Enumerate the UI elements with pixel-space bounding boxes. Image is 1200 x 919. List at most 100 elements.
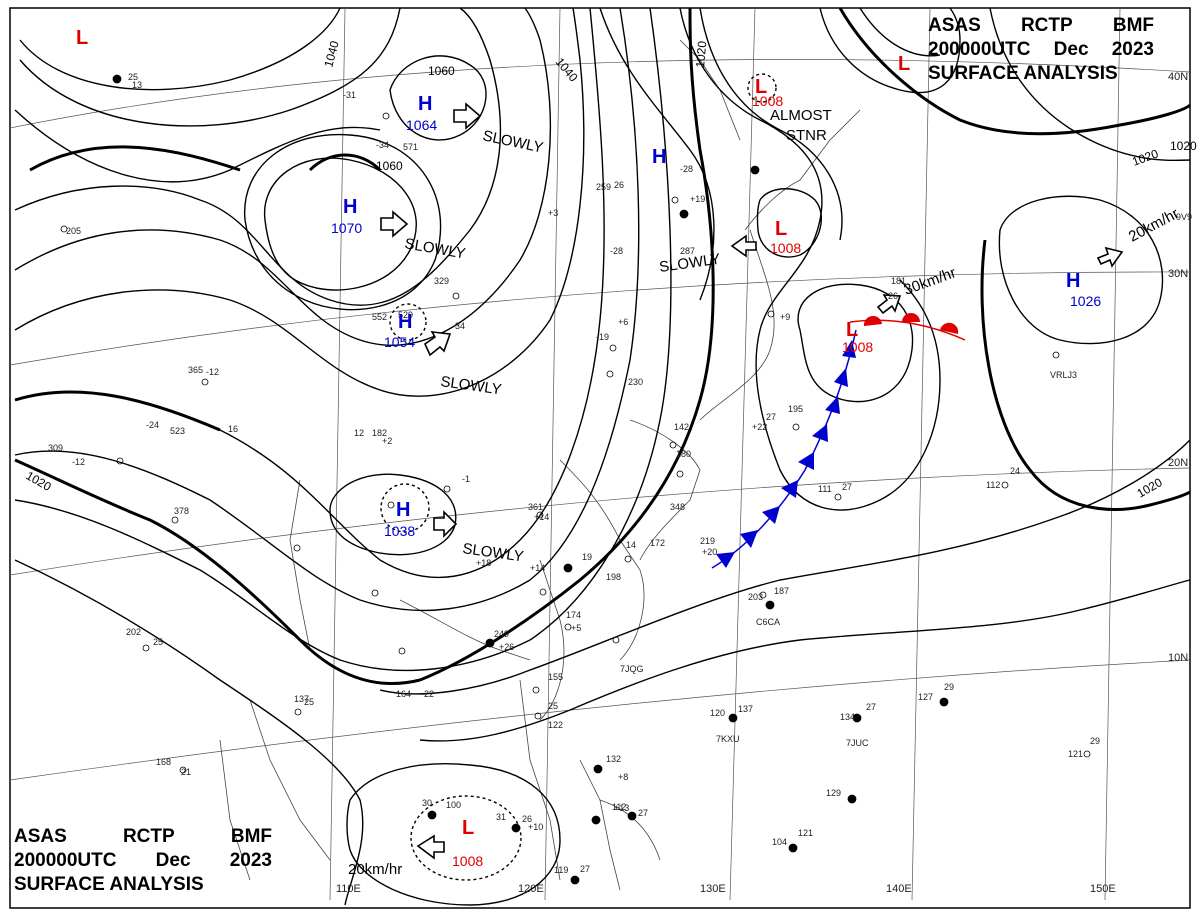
- station-observation-value: 22: [424, 689, 434, 699]
- motion-label: 20km/hr: [348, 861, 402, 878]
- station-observation-value: 120: [710, 708, 725, 718]
- header-agency-line: ASAS RCTP BMF: [928, 14, 1154, 38]
- header-office: BMF: [230, 826, 272, 847]
- station-observation-value: 121: [798, 828, 813, 838]
- longitude-label: 110E: [336, 883, 361, 895]
- station-observation-value: 155: [548, 672, 563, 682]
- station-observation-value: 187: [774, 586, 789, 596]
- low-symbol: L: [76, 27, 88, 49]
- station-observation-value: 181: [891, 276, 906, 286]
- station-observation-value: 127: [918, 692, 933, 702]
- low-symbol: L: [898, 53, 910, 75]
- isobars-bold: [14, 7, 1192, 686]
- station-observation-value: 129: [826, 788, 841, 798]
- station-observation-value: +5: [571, 623, 581, 633]
- station-observation-value: -34: [452, 321, 465, 331]
- header-station: ASAS: [14, 826, 67, 847]
- motion-label: ALMOST: [770, 107, 832, 124]
- latitude-label: 30N: [1168, 268, 1188, 280]
- station-observation-value: 202: [126, 627, 141, 637]
- high-pressure: 1054: [384, 334, 415, 350]
- cold-front: [711, 329, 857, 569]
- high-pressure: 1064: [406, 117, 437, 133]
- header-month: Dec: [1053, 39, 1089, 60]
- station-observation-value: 230: [628, 377, 643, 387]
- station-observation-value: 523: [170, 426, 185, 436]
- station-observation-value: 24: [1010, 466, 1020, 476]
- high-symbol: H: [418, 93, 432, 115]
- station-observation-value: -28: [610, 246, 623, 256]
- station-observation-value: 27: [866, 702, 876, 712]
- station-observation-value: 27: [580, 864, 590, 874]
- station-observation-value: +19: [690, 194, 705, 204]
- station-observation-value: 25: [153, 637, 163, 647]
- station-callsign: 7KXU: [716, 734, 740, 744]
- isobars: [14, 7, 1191, 906]
- high-symbol: H: [343, 196, 357, 218]
- station-observation-value: -12: [206, 367, 219, 377]
- longitude-label: 130E: [700, 883, 726, 895]
- header-month: Dec: [155, 850, 191, 871]
- motion-arrow-northeast: [1096, 246, 1124, 268]
- station-observation-value: 172: [650, 538, 665, 548]
- station-observation-value: +13: [614, 803, 629, 813]
- header-office: BMF: [1112, 15, 1154, 36]
- longitude-label: 150E: [1090, 883, 1116, 895]
- station-observation-value: +6: [618, 317, 628, 327]
- map-header-bottom-left: ASAS RCTP BMF 200000UTC Dec 2023 SURFACE…: [14, 825, 272, 897]
- high-symbol: H: [396, 499, 410, 521]
- motion-arrow-southeast: [423, 331, 452, 357]
- station-callsign: 7JQG: [620, 664, 644, 674]
- longitude-label: 120E: [518, 883, 544, 895]
- station-callsign: C6CA: [756, 617, 780, 627]
- header-year: 2023: [1111, 39, 1154, 60]
- center-dash-circles: [380, 73, 777, 881]
- station-observation-value: 134: [840, 712, 855, 722]
- header-product: SURFACE ANALYSIS: [928, 62, 1154, 86]
- low-pressure: 1008: [770, 240, 801, 256]
- station-observation-value: 12: [354, 428, 364, 438]
- station-observation-value: -19: [596, 332, 609, 342]
- longitude-label: 140E: [886, 883, 912, 895]
- high-symbol: H: [398, 311, 412, 333]
- station-observation-value: -34: [376, 140, 389, 150]
- motion-arrow-east: [380, 210, 409, 238]
- station-observation-value: -1: [462, 474, 470, 484]
- motion-arrow-northeast: [876, 294, 902, 315]
- station-observation-value: +9: [780, 312, 790, 322]
- low-symbol: L: [462, 817, 474, 839]
- station-observation-value: 205: [66, 226, 81, 236]
- station-observation-value: 25: [128, 72, 138, 82]
- station-observation-value: 249: [494, 629, 509, 639]
- header-code: RCTP: [122, 826, 175, 847]
- motion-label: STNR: [786, 127, 827, 144]
- station-observation-value: 19: [582, 552, 592, 562]
- motion-arrow-east: [453, 102, 482, 130]
- station-observation-value: 25: [548, 701, 558, 711]
- station-observation-value: 25: [304, 697, 314, 707]
- warm-front: [849, 313, 966, 341]
- station-observation-value: 180: [676, 449, 691, 459]
- header-time: 200000UTC: [14, 850, 117, 871]
- station-observation-value: 309: [48, 443, 63, 453]
- station-observation-value: 259: [596, 182, 611, 192]
- station-observation-value: 27: [638, 808, 648, 818]
- station-observation-value: 137: [294, 694, 309, 704]
- header-time-line: 200000UTC Dec 2023: [14, 849, 272, 873]
- station-observation-value: 137: [738, 704, 753, 714]
- motion-arrow-east: [433, 510, 458, 538]
- station-observation-value: 552: [372, 312, 387, 322]
- station-observation-value: +3: [548, 208, 558, 218]
- high-symbol: H: [1066, 270, 1080, 292]
- latitude-label: 10N: [1168, 652, 1188, 664]
- station-observation-value: 174: [566, 610, 581, 620]
- station-observation-value: 26: [614, 180, 624, 190]
- station-observation-value: 132: [606, 754, 621, 764]
- high-pressure: 1026: [1070, 293, 1101, 309]
- latitude-label: 20N: [1168, 457, 1188, 469]
- station-observation-value: 198: [606, 572, 621, 582]
- station-observation-value: +10: [528, 822, 543, 832]
- station-observation-value: 329: [434, 276, 449, 286]
- station-observation-value: 111: [818, 484, 832, 494]
